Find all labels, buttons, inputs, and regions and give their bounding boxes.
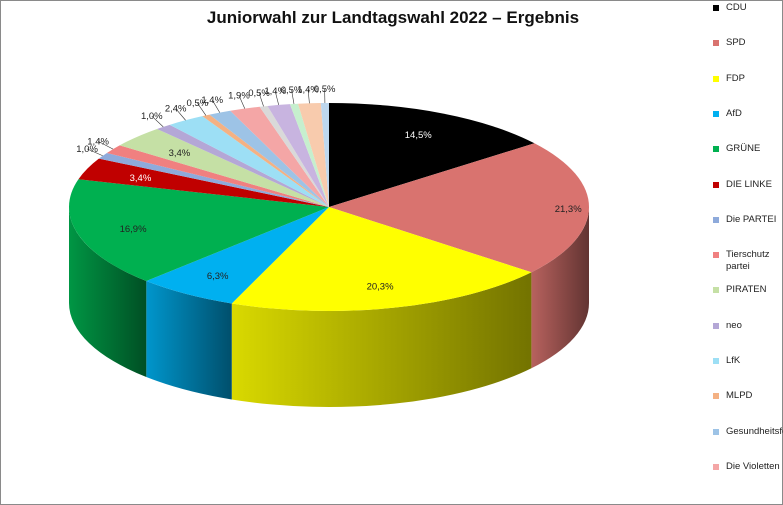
data-label-15: 1,4% (264, 86, 286, 97)
slice-17 (298, 103, 329, 207)
legend-swatch (713, 322, 719, 329)
leader-line-13 (238, 95, 246, 109)
data-label-6: 1,0% (76, 144, 98, 155)
legend-label: Die Violetten (726, 460, 780, 472)
data-label-10: 2,4% (165, 104, 187, 115)
slice-6 (98, 152, 329, 207)
leader-line-14 (258, 92, 264, 107)
slice-16 (289, 103, 329, 207)
legend-label: MLPD (726, 390, 753, 402)
data-label-3: 6,3% (207, 271, 229, 282)
slice-4 (69, 179, 329, 281)
legend-swatch (713, 110, 719, 117)
leader-line-12 (211, 99, 221, 113)
slice-8 (119, 128, 329, 207)
legend-swatch (713, 463, 719, 470)
leader-line-10 (175, 108, 186, 121)
slice-0 (329, 103, 535, 207)
slice-1 (329, 143, 590, 273)
legend-swatch (713, 216, 719, 223)
data-label-1: 21,3% (555, 204, 582, 215)
data-label-0: 14,5% (405, 130, 432, 141)
legend-label: GRÜNE (726, 143, 761, 155)
slice-5 (78, 158, 329, 207)
slice-18 (320, 103, 329, 207)
legend-label: DIE LINKE (726, 178, 772, 190)
legend-swatch (713, 358, 719, 364)
data-label-18: 0,5% (314, 84, 336, 95)
legend-label: Die PARTEI (726, 213, 777, 225)
data-label-2: 20,3% (367, 282, 394, 293)
data-label-14: 0,5% (248, 88, 270, 99)
legend-label: LfK (726, 355, 741, 366)
legend-swatch (713, 428, 719, 435)
slice-2 (231, 207, 532, 311)
slice-side-4 (69, 207, 147, 377)
chart-title: Juniorwahl zur Landtagswahl 2022 – Ergeb… (206, 8, 580, 27)
data-label-12: 1,4% (201, 95, 223, 106)
leader-line-7 (97, 141, 114, 150)
slice-14 (259, 105, 329, 207)
slice-side-1 (531, 207, 589, 369)
legend-swatch (713, 5, 719, 11)
data-label-9: 1,0% (141, 111, 163, 122)
legend-swatch (713, 287, 719, 294)
slice-12 (209, 110, 329, 207)
data-label-7: 1,4% (87, 136, 109, 147)
data-label-8: 3,4% (169, 148, 191, 159)
legend-label: neo (726, 319, 742, 331)
legend-swatch (713, 40, 719, 47)
legend-swatch (713, 181, 719, 188)
leader-line-6 (86, 148, 103, 157)
data-label-13: 1,9% (228, 90, 250, 101)
slice-11 (202, 114, 329, 207)
legend-label: CDU (726, 2, 747, 13)
slice-side-3 (146, 280, 232, 400)
leader-line-17 (307, 89, 310, 104)
legend-label: Tierschutz partei (726, 249, 770, 273)
data-label-5: 3,4% (130, 173, 152, 184)
data-label-4: 16,9% (120, 224, 147, 235)
legend-swatch (713, 146, 719, 153)
legend-swatch (713, 75, 719, 82)
slice-3 (146, 207, 329, 304)
slice-side-2 (231, 272, 532, 407)
legend-label: Gesundheitsforschung (726, 425, 783, 437)
data-label-11: 0,5% (187, 98, 209, 109)
leader-line-11 (197, 102, 207, 116)
slice-15 (267, 104, 329, 207)
legend-swatch (713, 393, 719, 400)
leader-line-16 (291, 90, 295, 104)
legend-swatch (713, 252, 719, 259)
slice-13 (230, 106, 329, 207)
leader-line-9 (151, 115, 164, 128)
legend-label: AfD (726, 107, 742, 119)
legend-label: PIRATEN (726, 284, 767, 296)
leader-line-15 (274, 91, 279, 106)
data-label-17: 1,4% (297, 84, 319, 95)
legend-label: SPD (726, 37, 746, 49)
slice-7 (106, 145, 329, 207)
slice-10 (169, 116, 329, 207)
data-label-16: 0,5% (281, 85, 303, 96)
slice-9 (157, 124, 329, 207)
legend-label: FDP (726, 72, 745, 84)
